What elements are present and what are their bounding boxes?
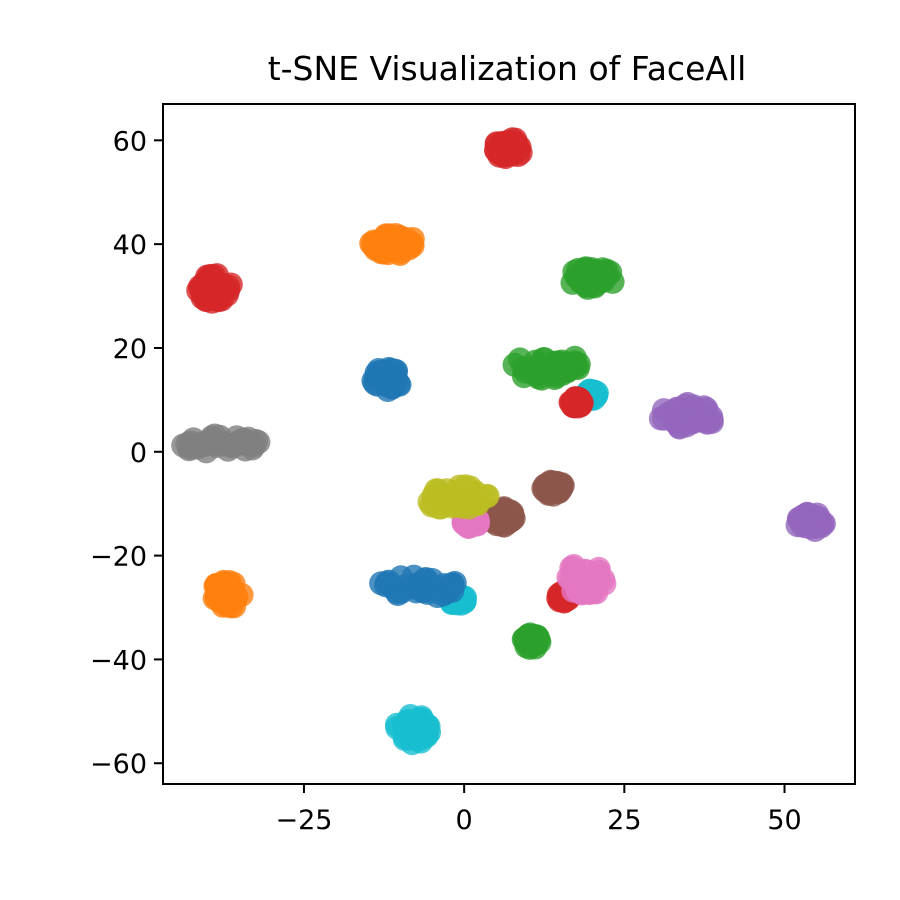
data-point bbox=[507, 135, 532, 160]
y-tick-label: −60 bbox=[90, 749, 147, 780]
cluster-20 bbox=[511, 622, 552, 660]
cluster-9 bbox=[171, 423, 271, 464]
cluster-10 bbox=[531, 469, 575, 507]
data-point bbox=[178, 430, 203, 455]
x-axis: −25 0 25 50 bbox=[275, 784, 802, 836]
data-point bbox=[188, 274, 213, 299]
x-tick-label: −25 bbox=[275, 805, 332, 836]
data-point bbox=[239, 430, 264, 455]
cluster-2 bbox=[560, 256, 625, 300]
x-tick-label: 25 bbox=[607, 805, 641, 836]
y-tick-label: 0 bbox=[130, 438, 147, 469]
data-point bbox=[518, 625, 543, 650]
data-point bbox=[545, 478, 570, 503]
cluster-1 bbox=[359, 223, 425, 266]
data-point bbox=[219, 433, 244, 458]
cluster-5 bbox=[361, 356, 412, 402]
data-point bbox=[663, 410, 688, 435]
cluster-16 bbox=[369, 564, 467, 609]
y-tick-label: −40 bbox=[90, 645, 147, 676]
data-point bbox=[217, 573, 242, 598]
y-tick-label: 40 bbox=[113, 230, 147, 261]
data-point bbox=[375, 373, 400, 398]
data-point bbox=[487, 141, 512, 166]
x-tick-label: 0 bbox=[456, 805, 473, 836]
cluster-21 bbox=[385, 704, 442, 756]
data-point bbox=[425, 584, 450, 609]
cluster-7 bbox=[558, 386, 594, 419]
data-point bbox=[441, 489, 466, 514]
y-tick-label: 20 bbox=[113, 334, 147, 365]
data-point bbox=[583, 272, 608, 297]
cluster-14 bbox=[785, 501, 836, 542]
data-point bbox=[689, 405, 713, 430]
scatter-points bbox=[171, 127, 836, 756]
cluster-8 bbox=[648, 391, 724, 440]
chart-title: t-SNE Visualization of FaceAll bbox=[268, 49, 747, 88]
data-point bbox=[566, 579, 591, 603]
data-point bbox=[216, 278, 241, 303]
data-point bbox=[416, 714, 441, 739]
cluster-17 bbox=[546, 580, 581, 614]
cluster-18 bbox=[556, 554, 617, 606]
y-axis: −60 −40 −20 0 20 40 60 bbox=[90, 126, 163, 780]
cluster-19 bbox=[202, 569, 254, 619]
data-point bbox=[406, 573, 431, 598]
data-point bbox=[806, 513, 831, 538]
data-point bbox=[391, 714, 416, 738]
y-tick-label: 60 bbox=[113, 126, 147, 157]
cluster-0 bbox=[484, 127, 533, 170]
y-tick-label: −20 bbox=[90, 542, 147, 573]
data-point bbox=[563, 394, 587, 419]
plot-frame bbox=[162, 103, 856, 785]
cluster-3 bbox=[186, 263, 243, 314]
data-point bbox=[587, 567, 611, 592]
data-point bbox=[360, 233, 385, 258]
x-tick-label: 50 bbox=[767, 805, 801, 836]
cluster-13 bbox=[417, 474, 500, 520]
data-point bbox=[525, 362, 550, 387]
data-point bbox=[417, 489, 442, 514]
cluster-11 bbox=[481, 496, 526, 538]
data-point bbox=[488, 506, 513, 531]
data-point bbox=[385, 237, 410, 262]
data-point bbox=[548, 353, 573, 378]
data-point bbox=[502, 352, 527, 377]
cluster-4 bbox=[502, 345, 591, 391]
